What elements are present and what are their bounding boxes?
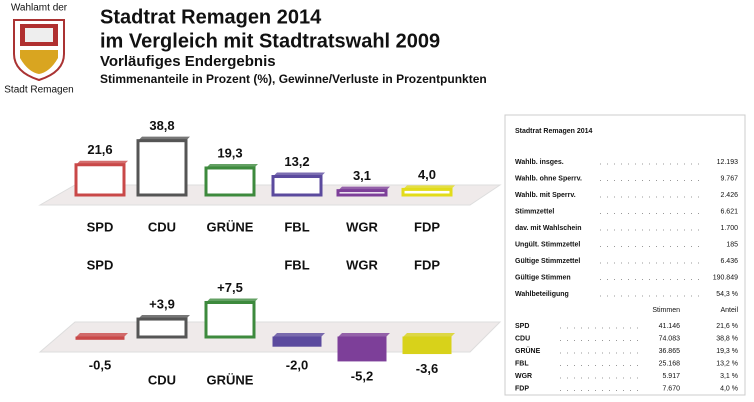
table-label: Wahlbeteiligung (515, 291, 569, 298)
table-label: CDU (515, 335, 530, 342)
table-label: FDP (515, 385, 529, 392)
table-value: 190.849 (713, 274, 738, 281)
table-label: Gültige Stimmen (515, 274, 571, 281)
table-value: 3,1 % (720, 373, 738, 380)
table-value: 19,3 % (716, 348, 738, 355)
category-label: SPD (87, 257, 114, 272)
subtitle: im Vergleich mit Stadtratswahl 2009 (100, 30, 440, 52)
table-value: 7.670 (662, 385, 680, 392)
value-label: 21,6 (87, 142, 112, 157)
category-label: FBL (284, 257, 309, 272)
table-value: 25.168 (659, 360, 681, 367)
table-header: Stimmen (652, 307, 680, 314)
category-label: FDP (414, 219, 440, 234)
bar-top (76, 333, 128, 337)
logo-shield (13, 19, 65, 82)
status: Vorläufiges Endergebnis (100, 53, 276, 70)
table-value: 6.436 (720, 258, 738, 265)
table-value: 74.083 (659, 335, 681, 342)
value-label: 19,3 (217, 145, 242, 160)
bar (401, 187, 453, 197)
value-label: -5,2 (351, 368, 373, 383)
value-label: +3,9 (149, 296, 175, 311)
table-label: Wahlb. ohne Sperrv. (515, 175, 582, 182)
table-value: 4,0 % (720, 385, 738, 392)
bar (204, 166, 256, 197)
table-value: 1.700 (720, 225, 738, 232)
title: Stadtrat Remagen 2014 (100, 6, 322, 28)
bar-top (273, 333, 325, 337)
table-value: 54,3 % (716, 291, 738, 298)
category-label: CDU (148, 219, 176, 234)
table-value: 13,2 % (716, 360, 738, 367)
bar (204, 301, 256, 339)
table-value: 36.865 (659, 348, 681, 355)
table-value: 5.917 (662, 373, 680, 380)
value-label: -0,5 (89, 357, 111, 372)
value-label: 4,0 (418, 167, 436, 182)
bar (402, 336, 452, 355)
table-value: 38,8 % (716, 335, 738, 342)
table-value: 41.146 (659, 323, 681, 330)
bar-top (338, 333, 390, 337)
bar (74, 163, 126, 197)
table-header: Anteil (720, 307, 738, 314)
table-panel (504, 114, 746, 396)
value-label: 13,2 (284, 154, 309, 169)
bar-top (403, 333, 455, 337)
bar (271, 175, 323, 197)
note: Stimmenanteile in Prozent (%), Gewinne/V… (100, 72, 487, 86)
table-value: 2.426 (720, 192, 738, 199)
logo-top: Wahlamt der (11, 3, 68, 14)
bar (337, 336, 387, 362)
category-label: WGR (346, 219, 378, 234)
table-value: 185 (726, 241, 738, 248)
bar (75, 336, 125, 340)
category-label: FDP (414, 257, 440, 272)
table-label: dav. mit Wahlschein (515, 225, 582, 232)
table-label: WGR (515, 373, 532, 380)
bar (272, 336, 322, 347)
table-label: SPD (515, 323, 529, 330)
category-label: WGR (346, 257, 378, 272)
table-label: Ungült. Stimmzettel (515, 241, 580, 248)
table-value: 12.193 (717, 159, 739, 166)
logo-bottom: Stadt Remagen (4, 85, 74, 96)
category-label: FBL (284, 219, 309, 234)
category-label: SPD (87, 219, 114, 234)
table-label: Gültige Stimmzettel (515, 258, 580, 265)
category-label: GRÜNE (207, 219, 254, 234)
bar (136, 317, 188, 339)
table-label: Wahlb. insges. (515, 159, 564, 166)
table-value: 6.621 (720, 208, 738, 215)
category-label: GRÜNE (207, 372, 254, 387)
table-title: Stadtrat Remagen 2014 (515, 128, 593, 135)
value-label: +7,5 (217, 280, 243, 295)
table-label: Stimmzettel (515, 208, 554, 215)
table-label: GRÜNE (515, 346, 541, 355)
value-label: -3,6 (416, 361, 438, 376)
bar (136, 139, 188, 197)
table-value: 21,6 % (716, 323, 738, 330)
table-label: FBL (515, 360, 529, 367)
value-label: -2,0 (286, 357, 308, 372)
table-value: 9.767 (720, 175, 738, 182)
value-label: 38,8 (149, 118, 174, 133)
category-label: CDU (148, 372, 176, 387)
value-label: 3,1 (353, 168, 371, 183)
table-label: Wahlb. mit Sperrv. (515, 192, 576, 199)
bar (336, 189, 388, 197)
